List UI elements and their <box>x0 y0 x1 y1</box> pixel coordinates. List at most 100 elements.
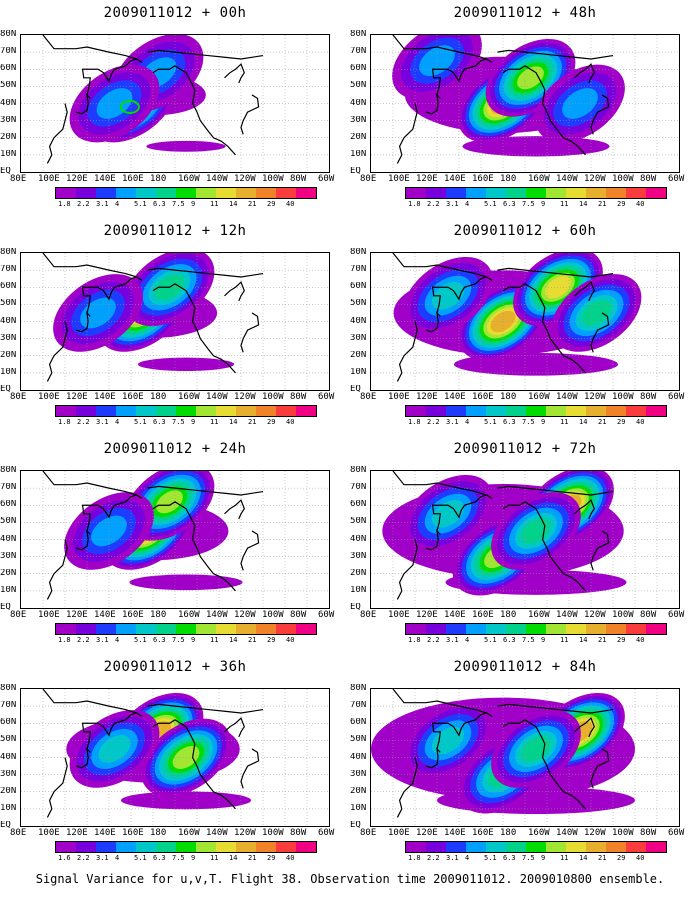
lat-tick-label: 70N <box>0 701 16 711</box>
colorbar-label: 2.2 <box>77 854 90 862</box>
coastline <box>152 283 236 374</box>
coastline <box>396 539 418 600</box>
colorbar-label: 6.3 <box>153 854 166 862</box>
colorbar-swatch <box>56 406 76 416</box>
lon-tick-label: 160E <box>472 174 494 184</box>
variance-map <box>370 470 680 609</box>
colorbar-swatch <box>96 842 116 852</box>
lon-tick-label: 100E <box>38 392 60 402</box>
lon-tick-label: 120W <box>234 392 256 402</box>
lon-tick-label: 80E <box>10 610 27 620</box>
colorbar-label: 3.1 <box>446 418 459 426</box>
coastline <box>502 283 586 374</box>
colorbar-label: 40 <box>286 636 295 644</box>
coastline <box>224 63 245 84</box>
lat-tick-label: 70N <box>0 265 16 275</box>
colorbar-label: 9 <box>191 200 196 208</box>
lat-tick-label: 40N <box>0 316 16 326</box>
colorbar-swatch <box>586 188 606 198</box>
colorbar-label: 7.5 <box>172 854 185 862</box>
map-panel: 2009011012 + 72h 80N 70N 60N 50N 40N 30N 20N 10N… <box>0 441 700 659</box>
colorbar-swatch <box>466 842 486 852</box>
coastline <box>224 281 245 302</box>
coastline <box>425 747 441 769</box>
lon-tick-label: 120W <box>584 828 606 838</box>
lat-tick-label: 10N <box>350 367 366 377</box>
colorbar-swatch <box>216 624 236 634</box>
coastline <box>574 499 595 520</box>
lon-tick-label: 120W <box>234 174 256 184</box>
lat-tick-label: 80N <box>350 30 366 39</box>
lon-tick-label: 60W <box>668 828 685 838</box>
coastline <box>75 747 91 769</box>
colorbar-swatch <box>76 188 96 198</box>
lon-tick-label: 80W <box>640 828 657 838</box>
colorbar-label: 1.8 <box>58 200 71 208</box>
colorbar-label: 29 <box>617 418 626 426</box>
coastline <box>590 312 610 353</box>
colorbar-label: 4 <box>115 418 120 426</box>
colorbar-label: 29 <box>617 636 626 644</box>
colorbar-swatch <box>646 406 666 416</box>
colorbar-label: 40 <box>636 200 645 208</box>
colorbar-swatch <box>506 406 526 416</box>
lat-tick-label: 60N <box>0 282 16 292</box>
lon-tick-label: 140E <box>444 392 466 402</box>
coastline <box>502 501 586 592</box>
lon-tick-label: 100W <box>262 392 284 402</box>
lon-tick-label: 100E <box>38 610 60 620</box>
lat-tick-label: 80N <box>350 466 366 475</box>
colorbar-label: 29 <box>267 200 276 208</box>
variance-contour <box>137 357 235 371</box>
lon-tick-label: 60W <box>668 610 685 620</box>
coastline <box>46 321 68 382</box>
coastline <box>152 65 236 156</box>
lon-tick-label: 120E <box>66 174 88 184</box>
variance-contour <box>120 791 252 810</box>
variance-contour <box>91 515 127 547</box>
variance-contour <box>98 735 131 763</box>
coastline <box>240 312 260 353</box>
lat-tick-label: 70N <box>350 483 366 493</box>
lon-tick-label: 80W <box>640 174 657 184</box>
lon-tick-label: 120W <box>234 610 256 620</box>
lat-tick-label: 70N <box>350 47 366 57</box>
lon-tick-label: 140E <box>94 174 116 184</box>
lon-tick-label: 120W <box>584 610 606 620</box>
colorbar-label: 6.3 <box>503 854 516 862</box>
colorbar-swatch <box>256 842 276 852</box>
coastline <box>46 539 68 600</box>
coastline <box>224 717 245 738</box>
coastline <box>396 103 418 164</box>
lat-tick-label: 10N <box>350 803 366 813</box>
colorbar-label: 3.1 <box>96 200 109 208</box>
coastline <box>431 712 487 750</box>
variance-contour <box>562 88 598 119</box>
lon-tick-label: 140W <box>206 174 228 184</box>
coastline <box>425 311 441 333</box>
colorbar-label: 9 <box>541 636 546 644</box>
coastline <box>574 63 595 84</box>
observation-marker <box>119 99 140 114</box>
coastline <box>46 103 68 164</box>
coastline <box>425 529 441 551</box>
lat-tick-label: 40N <box>0 534 16 544</box>
coastline <box>147 267 264 278</box>
panel-title: 2009011012 + 24h <box>103 441 247 457</box>
coastline <box>147 485 264 496</box>
lon-tick-label: 100W <box>262 610 284 620</box>
colorbar-swatch <box>236 624 256 634</box>
colorbar-label: 5.1 <box>484 418 497 426</box>
colorbar-label: 14 <box>229 200 238 208</box>
colorbar-swatch <box>56 624 76 634</box>
colorbar <box>405 841 667 853</box>
colorbar-label: 3.1 <box>96 854 109 862</box>
colorbar-swatch <box>546 406 566 416</box>
lat-tick-label: 20N <box>350 786 366 796</box>
lon-tick-label: 80W <box>290 174 307 184</box>
colorbar-label: 1.6 <box>58 854 71 862</box>
lat-tick-label: EQ <box>0 167 11 176</box>
colorbar-label: 7.5 <box>522 636 535 644</box>
colorbar-swatch <box>276 842 296 852</box>
coastline <box>497 485 614 496</box>
